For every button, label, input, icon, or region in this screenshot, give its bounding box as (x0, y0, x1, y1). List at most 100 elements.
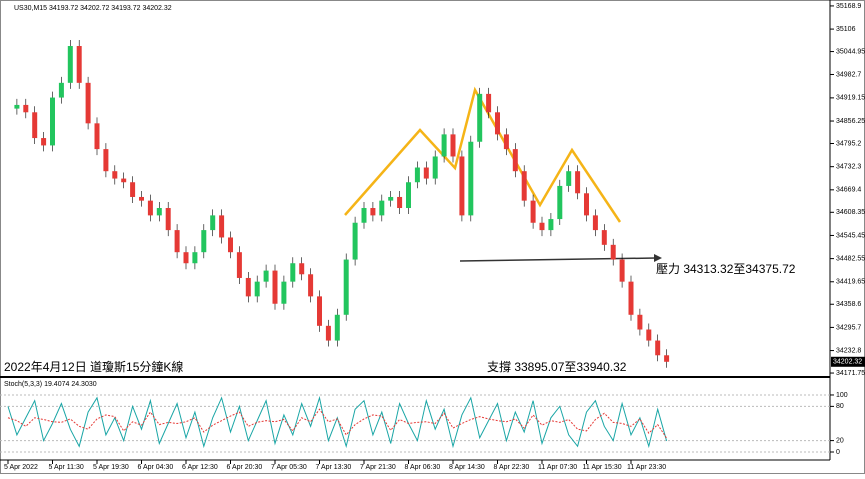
chart-title: 2022年4月12日 道瓊斯15分鐘K線 (4, 359, 183, 374)
arrow-head (654, 254, 662, 262)
x-tick-label: 6 Apr 04:30 (138, 464, 174, 471)
candle (379, 200, 385, 216)
x-tick-label: 7 Apr 13:30 (316, 464, 352, 471)
y-tick-label: 34419.65 (836, 279, 865, 286)
candle (50, 97, 55, 146)
candle (664, 355, 670, 362)
y-tick-label: 34295.7 (836, 324, 861, 331)
x-tick-label: 8 Apr 14:30 (449, 464, 485, 471)
candle (548, 219, 554, 231)
candle (352, 222, 358, 260)
y-tick-label: 34856.25 (836, 118, 865, 125)
candle (14, 104, 20, 109)
stoch-line (7, 395, 668, 449)
candle (263, 270, 269, 282)
pattern-line (344, 86, 622, 223)
stoch-label: Stoch(5,3,3) 19.4074 24.3030 (4, 381, 97, 388)
candle (592, 215, 598, 231)
support-label: 支撐 33895.07至33940.32 (487, 360, 627, 374)
candle (406, 182, 411, 209)
candle (432, 156, 438, 179)
y-tick-label: 34669.4 (836, 187, 861, 194)
candle (67, 46, 73, 83)
candle (495, 112, 500, 135)
candle (85, 82, 91, 124)
x-tick-label: 8 Apr 22:30 (494, 464, 530, 471)
arrow (459, 257, 657, 262)
candle (103, 149, 109, 172)
candle (334, 314, 340, 341)
y-tick-label: 34732.3 (836, 164, 861, 171)
candle (228, 237, 233, 253)
y-tick-label: 35106 (836, 26, 856, 33)
candle (130, 182, 136, 197)
candle (147, 200, 153, 216)
candle (539, 222, 545, 231)
y-tick-label: 34232.8 (836, 347, 861, 354)
x-tick-label: 6 Apr 20:30 (227, 464, 263, 471)
y-tick-label: 34795.2 (836, 140, 861, 147)
candle (201, 230, 207, 253)
y-tick-label: 34482.55 (836, 255, 865, 262)
candle (557, 185, 563, 220)
candle (619, 259, 625, 282)
x-tick-label: 11 Apr 07:30 (538, 464, 577, 471)
candle (610, 244, 616, 260)
candle (183, 252, 189, 264)
candle (325, 325, 331, 341)
candle (388, 196, 394, 201)
y-tick-label: 34358.6 (836, 301, 861, 308)
candle (628, 281, 634, 315)
candle (76, 46, 82, 83)
candle (317, 296, 322, 326)
candle (512, 149, 518, 172)
price-label: 34202.32 (833, 359, 862, 366)
y-tick-label: 34545.45 (836, 232, 865, 239)
candle (236, 252, 242, 278)
candle (450, 134, 456, 157)
resistance-label: 壓力 34313.32至34375.72 (656, 262, 796, 276)
candle (414, 167, 420, 183)
stoch-tick-label: 100 (836, 392, 848, 399)
y-tick-label: 35044.95 (836, 48, 865, 55)
candle (192, 252, 198, 264)
x-tick-label: 5 Apr 19:30 (93, 464, 129, 471)
candle (637, 314, 643, 330)
candle (290, 263, 296, 282)
candle (655, 340, 661, 356)
candle (272, 270, 278, 304)
candle (139, 196, 144, 201)
stoch-line (7, 408, 668, 439)
x-tick-label: 7 Apr 21:30 (360, 464, 396, 471)
candle (503, 134, 509, 150)
candle (397, 196, 403, 209)
x-tick-label: 8 Apr 06:30 (405, 464, 441, 471)
y-tick-label: 34171.75 (836, 370, 865, 377)
candle (423, 167, 429, 179)
candle (575, 171, 581, 194)
x-tick-label: 5 Apr 2022 (4, 464, 38, 471)
candle (254, 281, 260, 297)
y-tick-label: 35168.9 (836, 3, 861, 10)
candle (343, 259, 349, 315)
candle (219, 215, 225, 238)
candle (299, 263, 305, 275)
candle (601, 230, 607, 245)
y-tick-label: 34608.35 (836, 209, 865, 216)
y-tick-label: 34982.7 (836, 71, 861, 78)
candle (245, 277, 251, 297)
header: US30,M15 34193.72 34202.72 34193.72 3420… (14, 5, 172, 12)
candle (477, 93, 483, 142)
candle (94, 123, 100, 150)
stoch-tick-label: 80 (836, 403, 844, 410)
candle (370, 208, 376, 216)
candle (23, 104, 29, 113)
candle (165, 208, 171, 231)
candle (521, 171, 527, 201)
candle (646, 329, 652, 341)
candle (174, 230, 180, 253)
candle (441, 134, 447, 157)
candle (566, 171, 572, 186)
candle (584, 193, 589, 216)
